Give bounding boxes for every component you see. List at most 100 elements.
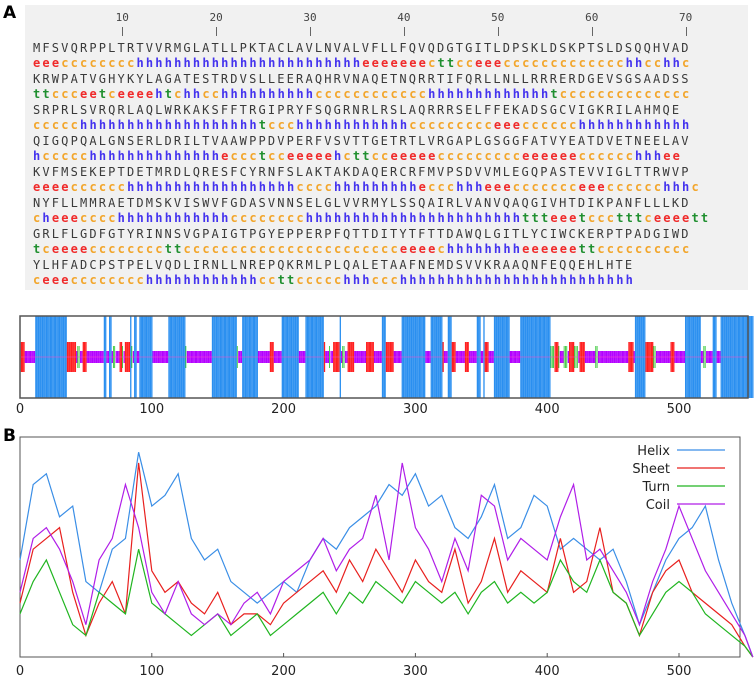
structure-char-e: e xyxy=(597,180,607,194)
structure-char-e: e xyxy=(221,149,231,163)
structure-char-h: h xyxy=(98,149,109,163)
structure-char-h: h xyxy=(503,211,513,225)
structure-char-c: c xyxy=(597,211,607,225)
ruler-tick xyxy=(122,27,124,36)
structure-char-h: h xyxy=(437,87,447,101)
structure-char-e: e xyxy=(540,242,551,256)
sequence-line: YLHFADCPSTPELVQDLIRNLLNREPQKRMLPLQALETAA… xyxy=(33,258,635,272)
structure-char-h: h xyxy=(239,273,250,287)
structure-char-h: h xyxy=(80,118,90,132)
structure-char-c: c xyxy=(89,56,99,70)
structure-char-t: t xyxy=(700,211,711,225)
structure-char-c: c xyxy=(653,56,664,70)
legend-label: Helix xyxy=(637,444,670,459)
structure-char-c: c xyxy=(315,273,325,287)
ruler-tick xyxy=(216,27,218,36)
structure-char-c: c xyxy=(569,56,579,70)
structure-char-c: c xyxy=(653,87,664,101)
structure-char-c: c xyxy=(277,211,287,225)
structure-char-h: h xyxy=(390,180,400,194)
structure-char-c: c xyxy=(108,56,118,70)
structure-char-h: h xyxy=(127,180,137,194)
structure-char-e: e xyxy=(409,149,419,163)
structure-char-c: c xyxy=(616,149,626,163)
structure-char-h: h xyxy=(202,180,212,194)
structure-char-h: h xyxy=(672,56,683,70)
structure-char-h: h xyxy=(183,56,193,70)
structure-char-h: h xyxy=(682,180,692,194)
structure-char-e: e xyxy=(512,118,523,132)
structure-char-c: c xyxy=(540,180,551,194)
structure-char-h: h xyxy=(465,180,476,194)
structure-char-e: e xyxy=(136,87,146,101)
structure-char-h: h xyxy=(531,273,541,287)
structure-char-h: h xyxy=(493,273,504,287)
bar-diagram-frame xyxy=(19,315,749,399)
structure-char-h: h xyxy=(136,211,146,225)
structure-char-h: h xyxy=(145,149,156,163)
structure-char-c: c xyxy=(70,149,81,163)
structure-char-c: c xyxy=(597,87,607,101)
structure-bar-h xyxy=(752,316,754,398)
structure-char-h: h xyxy=(221,180,231,194)
structure-char-h: h xyxy=(324,211,334,225)
structure-char-c: c xyxy=(70,87,81,101)
structure-char-c: c xyxy=(89,273,99,287)
structure-char-c: c xyxy=(277,149,287,163)
structure-char-c: c xyxy=(70,118,81,132)
structure-char-h: h xyxy=(456,242,466,256)
structure-char-t: t xyxy=(98,87,109,101)
structure-char-c: c xyxy=(409,118,419,132)
structure-char-c: c xyxy=(343,87,353,101)
sequence-line: MFSVQRPPLTRTVVRMGLATLLPKTACLAVLNVALVFLLF… xyxy=(33,41,691,55)
structure-char-h: h xyxy=(127,118,137,132)
structure-char-c: c xyxy=(653,242,664,256)
structure-char-e: e xyxy=(484,56,494,70)
structure-char-e: e xyxy=(559,211,570,225)
structure-char-c: c xyxy=(503,56,513,70)
structure-char-c: c xyxy=(437,242,447,256)
structure-char-c: c xyxy=(296,211,306,225)
structure-char-c: c xyxy=(371,273,382,287)
structure-char-e: e xyxy=(428,149,438,163)
structure-char-c: c xyxy=(334,242,344,256)
structure-char-h: h xyxy=(362,118,372,132)
structure-char-h: h xyxy=(155,273,165,287)
structure-char-t: t xyxy=(33,242,43,256)
structure-char-h: h xyxy=(249,87,259,101)
series-line-coil xyxy=(19,462,754,658)
structure-char-c: c xyxy=(286,118,297,132)
panel-b-label: B xyxy=(3,426,16,446)
structure-char-h: h xyxy=(446,211,457,225)
structure-char-e: e xyxy=(33,180,43,194)
structure-char-c: c xyxy=(559,180,570,194)
panel-a-label: A xyxy=(3,3,17,23)
structure-char-c: c xyxy=(371,149,382,163)
structure-char-e: e xyxy=(569,211,579,225)
structure-char-h: h xyxy=(437,211,447,225)
structure-char-h: h xyxy=(484,87,494,101)
structure-char-h: h xyxy=(334,180,344,194)
structure-char-e: e xyxy=(324,149,334,163)
structure-char-e: e xyxy=(296,149,306,163)
structure-char-t: t xyxy=(616,211,626,225)
structure-char-c: c xyxy=(644,180,654,194)
structure-char-h: h xyxy=(352,180,363,194)
structure-char-c: c xyxy=(644,87,654,101)
structure-char-c: c xyxy=(540,118,551,132)
structure-char-h: h xyxy=(512,87,523,101)
structure-char-e: e xyxy=(663,211,673,225)
structure-char-h: h xyxy=(305,56,316,70)
structure-char-c: c xyxy=(569,118,579,132)
structure-char-h: h xyxy=(249,180,259,194)
structure-char-h: h xyxy=(117,211,128,225)
structure-char-h: h xyxy=(258,180,269,194)
structure-char-h: h xyxy=(315,211,325,225)
structure-char-c: c xyxy=(409,87,419,101)
structure-char-c: c xyxy=(108,180,118,194)
structure-char-c: c xyxy=(305,273,316,287)
structure-char-c: c xyxy=(446,180,457,194)
structure-char-e: e xyxy=(682,211,692,225)
structure-char-h: h xyxy=(493,87,504,101)
structure-char-c: c xyxy=(465,118,476,132)
